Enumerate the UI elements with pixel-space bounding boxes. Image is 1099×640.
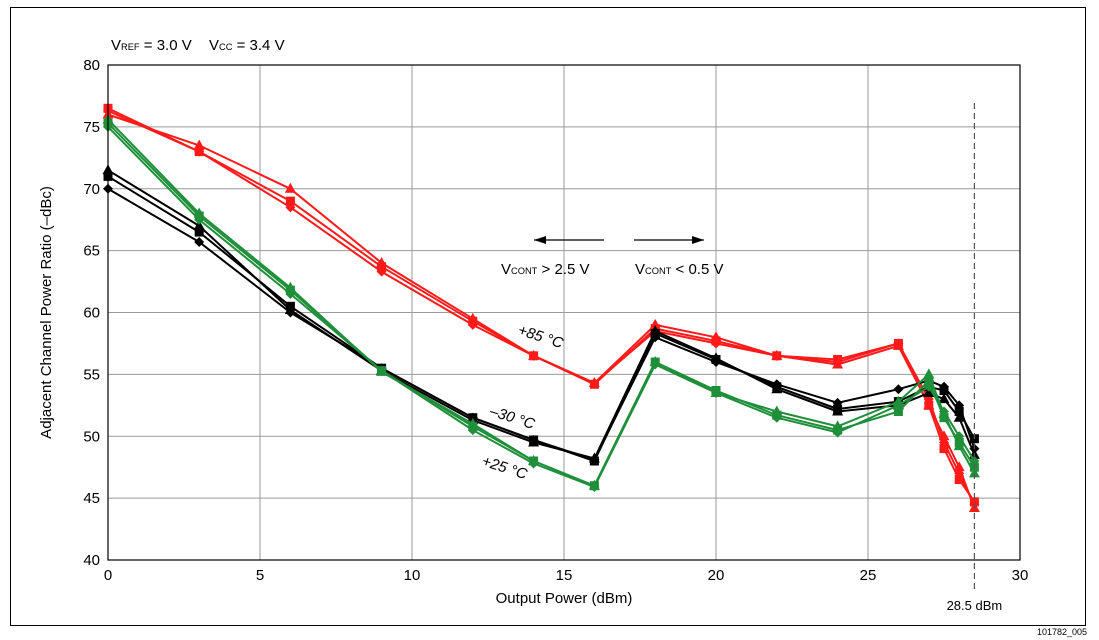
data-point-triangle: [528, 349, 540, 360]
series-cold-triangle: [102, 164, 980, 463]
series-hot-triangle: [102, 108, 980, 513]
data-point-triangle: [376, 257, 388, 267]
y-tick-label: 75: [83, 119, 100, 136]
data-point-triangle: [938, 430, 950, 441]
data-point-triangle: [649, 325, 661, 336]
marker-label: 28.5 dBm: [947, 598, 1003, 613]
data-point-triangle: [938, 407, 950, 418]
arrow-right-label: VCONT < 0.5 V: [635, 261, 723, 278]
data-point-triangle: [832, 358, 844, 369]
data-point-square: [954, 407, 964, 416]
y-tick-label: 60: [83, 305, 100, 322]
condition-vcc: VCC = 3.4 V: [209, 37, 285, 54]
x-axis-label: Output Power (dBm): [496, 590, 633, 607]
x-tick-label: 15: [556, 567, 573, 584]
data-point-square: [954, 475, 964, 485]
y-tick-label: 70: [83, 181, 100, 198]
annotations: VREF = 3.0 V VCC = 3.4 V 28.5 dBm VCONT > 2…: [111, 37, 1002, 613]
data-point-triangle: [923, 399, 935, 410]
data-point-diamond: [893, 384, 904, 395]
chart-frame: 0 5 10 15 20 25 30 40 45 50 55 60 65 70 75 80 Output Pow…: [10, 7, 1086, 626]
data-point-diamond: [194, 236, 205, 247]
x-tick-label: 10: [404, 567, 421, 584]
data-point-triangle: [588, 452, 600, 463]
data-point-square: [285, 196, 295, 206]
series-room-triangle: [102, 113, 980, 490]
data-point-triangle: [528, 436, 540, 447]
data-point-triangle: [832, 405, 844, 416]
data-point-square: [969, 497, 979, 507]
data-point-triangle: [771, 405, 783, 416]
series-line: [107, 169, 976, 460]
x-tick-label: 25: [860, 567, 877, 584]
data-point-triangle: [771, 383, 783, 394]
data-point-triangle: [284, 304, 296, 315]
y-tick-label: 40: [83, 552, 100, 569]
arrow-left-head: [534, 236, 546, 244]
data-point-triangle: [892, 395, 904, 406]
series-hot-diamond: [103, 105, 980, 510]
data-point-triangle: [467, 312, 479, 323]
data-point-triangle: [953, 461, 965, 472]
data-point-triangle: [649, 356, 661, 366]
arrow-right-head: [692, 236, 704, 244]
data-point-triangle: [193, 219, 205, 230]
y-tick-label: 50: [83, 428, 100, 445]
data-point-square: [924, 376, 934, 386]
data-point-triangle: [193, 139, 205, 150]
axes: 0 5 10 15 20 25 30 40 45 50 55 60 65 70 75 80 Output Pow…: [38, 57, 1028, 607]
data-point-triangle: [193, 207, 205, 218]
data-point-triangle: [923, 386, 935, 397]
y-tick-label: 80: [83, 57, 100, 74]
data-point-triangle: [771, 349, 783, 360]
x-tick-label: 5: [256, 567, 264, 584]
series-line: [107, 122, 976, 487]
data-point-triangle: [284, 182, 296, 193]
data-point-triangle: [467, 417, 479, 428]
data-point-triangle: [588, 377, 600, 388]
series-hot-square: [103, 103, 979, 507]
x-tick-label: 0: [104, 567, 112, 584]
data-point-triangle: [710, 331, 722, 342]
data-point-triangle: [710, 352, 722, 363]
series-line: [107, 175, 976, 462]
data-point-square: [194, 227, 204, 237]
data-point-triangle: [710, 386, 722, 397]
data-point-square: [194, 147, 204, 157]
series-line: [107, 107, 976, 503]
data-point-square: [939, 444, 949, 454]
y-axis-label: Adjacent Channel Power Ratio (–dBc): [38, 186, 55, 439]
condition-vref: VREF = 3.0 V: [111, 37, 192, 54]
data-point-triangle: [832, 420, 844, 431]
figure-id: 101782_005: [1036, 627, 1087, 637]
y-tick-label: 65: [83, 243, 100, 260]
label-plus85: +85 °C: [516, 322, 566, 353]
arrow-left-label: VCONT > 2.5 V: [501, 261, 589, 278]
data-point-triangle: [968, 467, 980, 478]
data-point-triangle: [284, 281, 296, 292]
series-layer: [102, 103, 980, 513]
data-point-triangle: [938, 393, 950, 404]
x-tick-label: 30: [1012, 567, 1029, 584]
plot-border: [107, 64, 1021, 561]
data-point-triangle: [953, 440, 965, 451]
acpr-chart: 0 5 10 15 20 25 30 40 45 50 55 60 65 70 75 80 Output Pow…: [38, 37, 1028, 613]
data-point-triangle: [588, 479, 600, 490]
data-point-square: [893, 407, 903, 416]
grid: [107, 64, 1021, 561]
data-point-triangle: [923, 368, 935, 379]
data-point-triangle: [528, 455, 540, 465]
data-point-square: [939, 385, 949, 395]
series-line: [107, 113, 976, 509]
series-line: [107, 118, 976, 487]
data-point-triangle: [892, 339, 904, 350]
data-point-triangle: [953, 411, 965, 422]
y-tick-label: 45: [83, 490, 100, 507]
data-point-triangle: [376, 365, 388, 376]
data-point-triangle: [649, 318, 661, 329]
y-tick-label: 55: [83, 366, 100, 383]
x-tick-label: 20: [708, 567, 725, 584]
series-line: [107, 126, 976, 488]
series-line: [107, 187, 976, 461]
